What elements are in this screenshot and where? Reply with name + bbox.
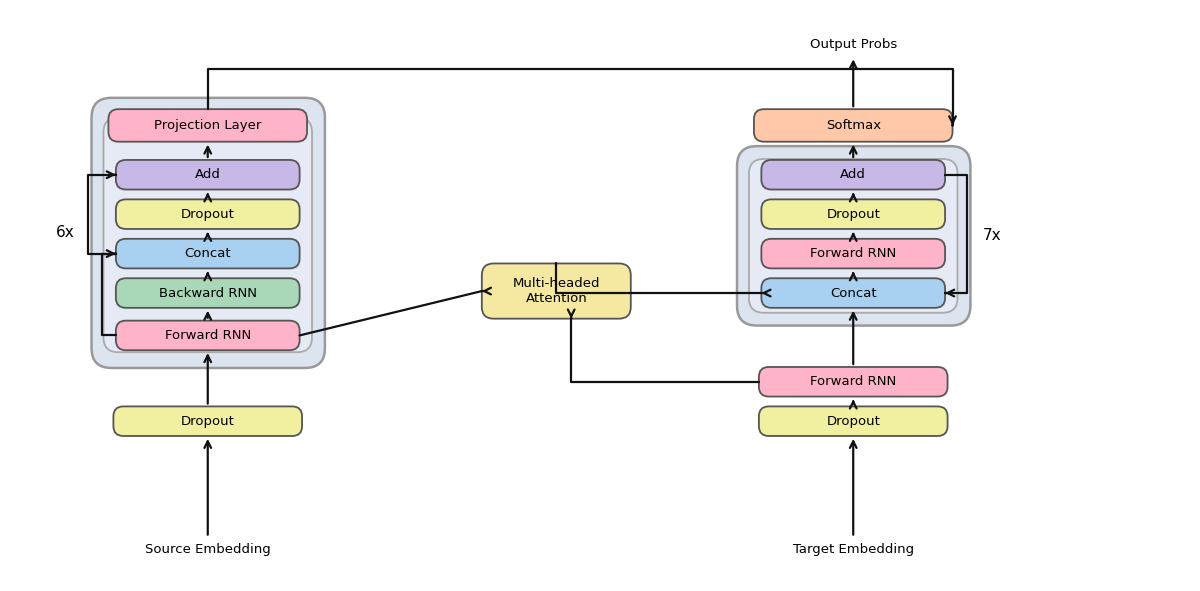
Text: Projection Layer: Projection Layer: [154, 119, 262, 132]
FancyBboxPatch shape: [761, 160, 946, 190]
Text: Output Probs: Output Probs: [810, 38, 896, 51]
Text: Dropout: Dropout: [181, 415, 235, 428]
Text: Multi-headed
Attention: Multi-headed Attention: [512, 277, 600, 305]
Text: Concat: Concat: [185, 247, 232, 260]
Text: Forward RNN: Forward RNN: [164, 329, 251, 342]
FancyBboxPatch shape: [482, 264, 631, 319]
FancyBboxPatch shape: [116, 278, 300, 308]
FancyBboxPatch shape: [754, 109, 953, 142]
FancyBboxPatch shape: [761, 278, 946, 308]
FancyBboxPatch shape: [758, 367, 948, 397]
FancyBboxPatch shape: [749, 159, 958, 313]
Text: Dropout: Dropout: [181, 207, 235, 220]
FancyBboxPatch shape: [103, 118, 312, 352]
FancyBboxPatch shape: [108, 109, 307, 142]
Text: Concat: Concat: [830, 287, 876, 300]
FancyBboxPatch shape: [114, 407, 302, 436]
FancyBboxPatch shape: [116, 160, 300, 190]
Text: Target Embedding: Target Embedding: [793, 543, 913, 556]
Text: Backward RNN: Backward RNN: [158, 287, 257, 300]
Text: 6x: 6x: [56, 225, 76, 241]
Text: Add: Add: [194, 168, 221, 181]
FancyBboxPatch shape: [758, 407, 948, 436]
Text: Dropout: Dropout: [827, 415, 880, 428]
Text: Source Embedding: Source Embedding: [145, 543, 271, 556]
Text: Dropout: Dropout: [827, 207, 880, 220]
FancyBboxPatch shape: [737, 146, 971, 326]
FancyBboxPatch shape: [116, 199, 300, 229]
Text: Forward RNN: Forward RNN: [810, 375, 896, 388]
Text: 7x: 7x: [983, 228, 1002, 243]
FancyBboxPatch shape: [761, 239, 946, 268]
Text: Softmax: Softmax: [826, 119, 881, 132]
FancyBboxPatch shape: [761, 199, 946, 229]
FancyBboxPatch shape: [116, 321, 300, 350]
Text: Add: Add: [840, 168, 866, 181]
FancyBboxPatch shape: [91, 98, 325, 368]
FancyBboxPatch shape: [116, 239, 300, 268]
Text: Forward RNN: Forward RNN: [810, 247, 896, 260]
